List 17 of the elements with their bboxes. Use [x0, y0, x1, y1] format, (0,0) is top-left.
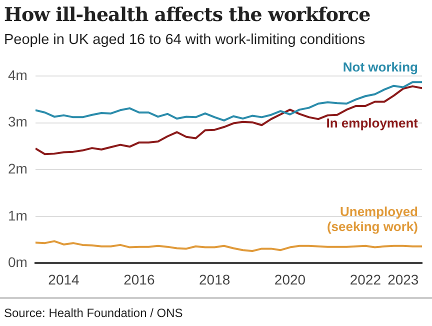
chart-subtitle: People in UK aged 16 to 64 with work-limiting conditions [4, 32, 366, 48]
y-tick-label: 2m [8, 160, 28, 176]
series-label: Unemployed (seeking work) [326, 204, 418, 234]
y-tick-label: 4m [8, 66, 28, 83]
x-tick-label: 2018 [199, 271, 230, 288]
x-tick-label: 2023 [388, 271, 419, 288]
x-tick-label: 2014 [48, 271, 80, 288]
x-tick-label: 2020 [274, 271, 306, 288]
source-note: Source: Health Foundation / ONS [4, 306, 183, 320]
x-tick-label: 2016 [124, 271, 155, 288]
x-tick-label: 2022 [350, 271, 382, 288]
y-tick-label: 0m [8, 254, 28, 270]
chart-title: How ill-health affects the workforce [4, 4, 370, 26]
y-tick-label: 1m [8, 207, 28, 224]
y-tick-label: 3m [8, 114, 28, 130]
series-label: Not working [342, 60, 418, 75]
series-label: In employment [326, 116, 419, 131]
